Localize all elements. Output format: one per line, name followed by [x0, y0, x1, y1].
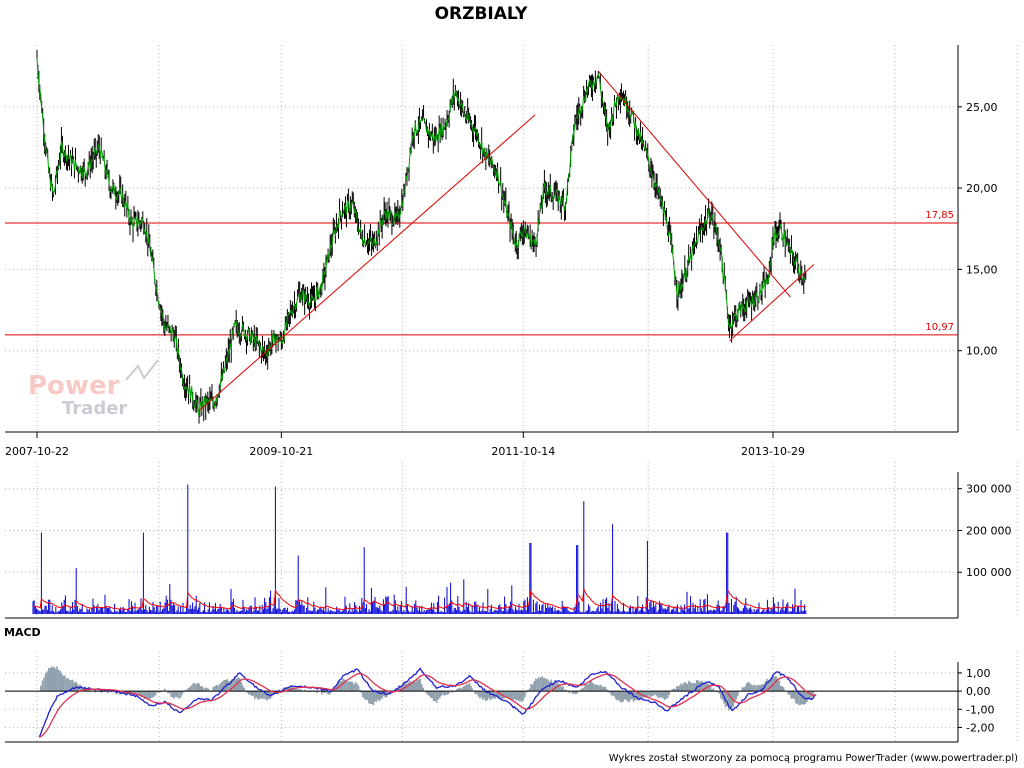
price-x-tick-label: 2007-10-22 [5, 445, 69, 458]
price-level-label: 10,97 [925, 322, 954, 333]
macd-y-tick-label: -1,00 [966, 703, 994, 716]
footer-credit: Wykres został stworzony za pomocą progra… [609, 753, 1018, 764]
powertrader-watermark: Power Trader [28, 359, 159, 419]
macd-y-ticks: -2,00 -1,00 0,00 1,00 [958, 667, 994, 734]
price-trendline [198, 114, 536, 412]
volume-y-tick-label: 200 000 [966, 524, 1012, 537]
price-grid [5, 106, 958, 352]
macd-label: MACD [4, 626, 41, 639]
price-panel: 10,00 15,00 20,00 25,00 2007-10-22 2009-10-2… [5, 45, 1018, 458]
watermark-line2: Trader [62, 398, 127, 419]
price-level-label: 17,85 [925, 210, 954, 221]
volume-y-ticks: 100 000 200 000 300 000 [958, 483, 1012, 579]
price-y-ticks: 10,00 15,00 20,00 25,00 [958, 101, 998, 358]
macd-y-tick-label: -2,00 [966, 721, 994, 734]
price-y-tick-label: 15,00 [966, 263, 998, 276]
watermark-swoosh-icon [125, 359, 159, 381]
macd-y-tick-label: 1,00 [966, 667, 991, 680]
volume-bars [32, 484, 807, 614]
volume-panel: 100 000 200 000 300 000 [5, 462, 1018, 619]
price-y-tick-label: 10,00 [966, 345, 998, 358]
macd-signal-line [39, 672, 817, 738]
watermark-line1: Power [28, 371, 120, 401]
price-trendlines [198, 70, 815, 412]
price-levels: 17,85 10,97 [5, 210, 958, 336]
price-y-tick-label: 25,00 [966, 101, 998, 114]
chart-title: ORZBIALY [435, 4, 528, 24]
price-y-tick-label: 20,00 [966, 182, 998, 195]
volume-y-tick-label: 300 000 [966, 483, 1012, 496]
price-x-tick-label: 2011-10-14 [491, 445, 555, 458]
price-close-line [36, 58, 807, 417]
price-x-tick-label: 2009-10-21 [249, 445, 313, 458]
macd-line [38, 667, 817, 738]
price-trendline [729, 264, 815, 342]
price-x-tick-label: 2013-10-29 [741, 445, 805, 458]
macd-y-tick-label: 0,00 [966, 685, 991, 698]
price-x-ticks: 2007-10-22 2009-10-21 2011-10-14 2013-10-29 [5, 432, 805, 458]
macd-histogram [38, 666, 818, 711]
volume-average-line [32, 588, 806, 611]
price-trendline [597, 70, 791, 298]
price-x-grid [36, 45, 1018, 432]
volume-grid [5, 462, 1018, 618]
volume-y-tick-label: 100 000 [966, 566, 1012, 579]
macd-panel: MACD -2,00 -1,00 0,00 1,00 [4, 626, 1018, 743]
